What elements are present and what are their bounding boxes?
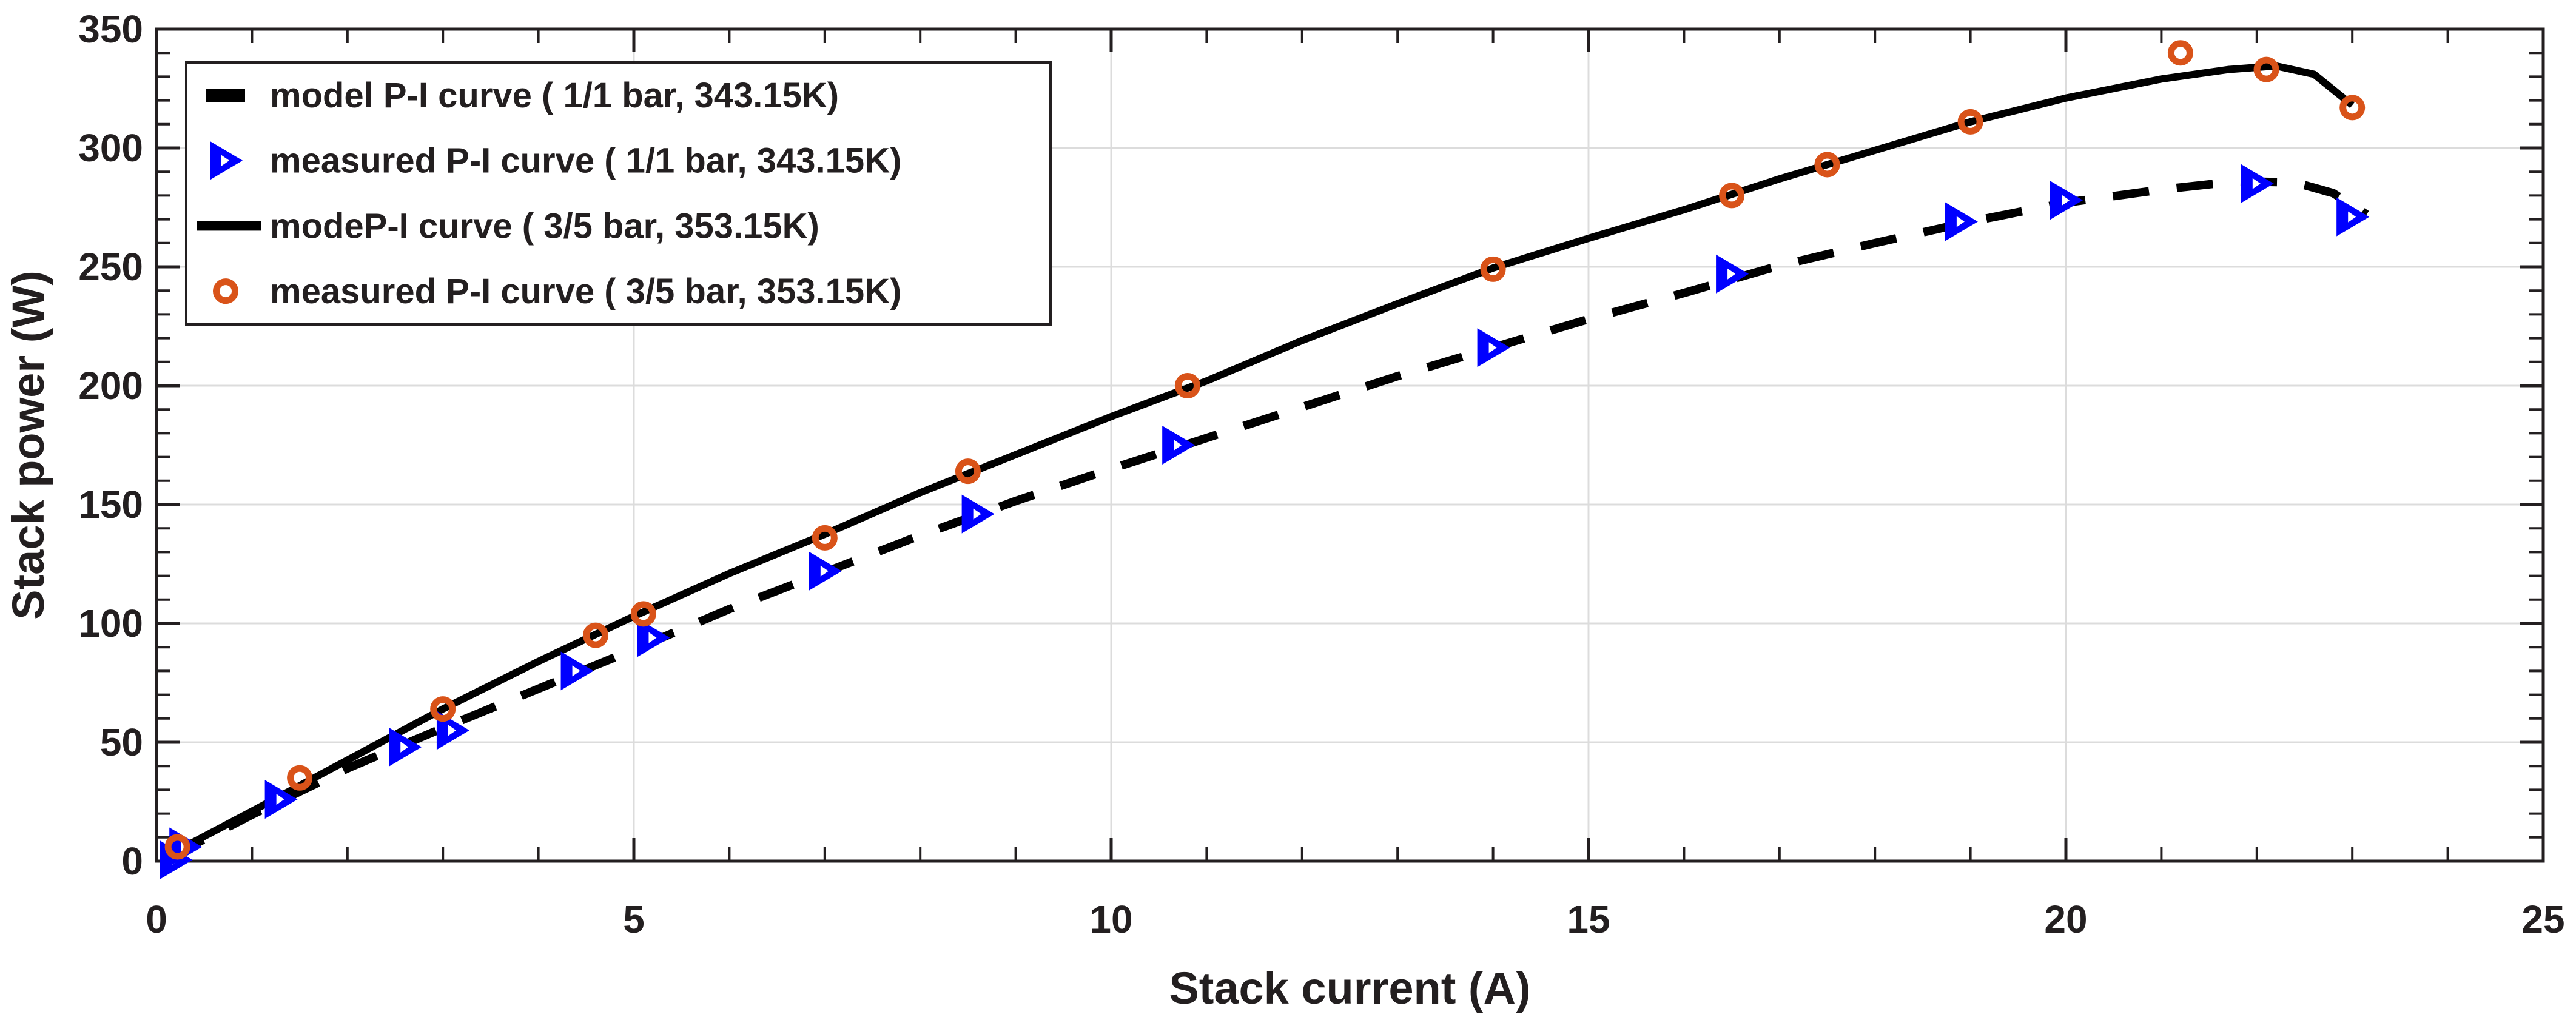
legend-entry-label: modeP-I curve ( 3/5 bar, 353.15K)	[270, 206, 819, 246]
triangle-marker-center	[1174, 440, 1182, 451]
y-tick-label: 200	[78, 364, 143, 408]
legend-triangle-marker-center	[221, 155, 229, 166]
x-axis-title: Stack current (A)	[1169, 963, 1530, 1013]
x-tick-label: 15	[1567, 898, 1610, 941]
legend-dashed-line-sample	[206, 89, 245, 102]
x-tick-label: 20	[2044, 898, 2087, 941]
legend-circle-marker	[213, 278, 238, 304]
measured-circle-marker	[812, 525, 838, 551]
model-solid-curve	[169, 62, 2355, 857]
measured-circle-marker	[2167, 40, 2193, 66]
y-tick-label: 100	[78, 602, 143, 645]
legend-entry-label: model P-I curve ( 1/1 bar, 343.15K)	[270, 76, 839, 115]
measured-circle-marker	[2339, 95, 2366, 121]
measured-circle-marker	[287, 765, 313, 791]
legend-solid-line-sample	[197, 221, 261, 231]
triangle-marker-center	[448, 725, 456, 736]
measured-circle-marker	[430, 696, 456, 722]
y-axis-title: Stack power (W)	[3, 270, 53, 620]
triangle-marker-center	[648, 632, 657, 643]
measured-circle-marker	[583, 622, 609, 648]
measured-circle-marker	[164, 834, 190, 860]
x-tick-label: 10	[1089, 898, 1132, 941]
y-tick-label: 300	[78, 126, 143, 170]
measured-circle-marker	[630, 601, 656, 627]
measured-circle-marker	[1174, 373, 1200, 398]
triangle-marker-center	[1727, 268, 1736, 280]
x-tick-label: 5	[623, 898, 645, 941]
legend-entry-label: measured P-I curve ( 3/5 bar, 353.15K)	[270, 272, 901, 311]
y-tick-label: 50	[100, 720, 143, 764]
y-tick-label: 250	[78, 245, 143, 289]
legend-entry-label: measured P-I curve ( 1/1 bar, 343.15K)	[270, 141, 901, 181]
triangle-marker-center	[572, 665, 580, 677]
triangle-marker-center	[400, 741, 409, 753]
triangle-marker-center	[1956, 216, 1965, 227]
triangle-marker-center	[2348, 211, 2356, 223]
measured-circle-marker	[2253, 56, 2279, 82]
model-dashed-curve	[169, 176, 2369, 861]
measured-circle-marker	[1814, 152, 1840, 178]
legend	[185, 61, 1052, 326]
axis-box	[155, 27, 2545, 863]
triangle-marker-center	[1488, 342, 1497, 354]
x-tick-label: 0	[146, 898, 167, 941]
measured-circle-marker	[1480, 256, 1506, 282]
y-tick-label: 0	[121, 839, 143, 883]
triangle-marker-center	[973, 508, 981, 520]
measured-circle-marker	[1719, 183, 1745, 209]
measured-circle-marker	[955, 458, 981, 485]
y-tick-label: 350	[78, 7, 143, 51]
y-tick-label: 150	[78, 483, 143, 526]
triangle-marker-center	[2062, 195, 2070, 206]
measured-circle-marker	[1957, 109, 1983, 135]
triangle-marker-center	[820, 565, 829, 577]
triangle-marker-center	[2252, 178, 2261, 189]
triangle-marker-center	[276, 794, 284, 805]
x-tick-label: 25	[2521, 898, 2564, 941]
